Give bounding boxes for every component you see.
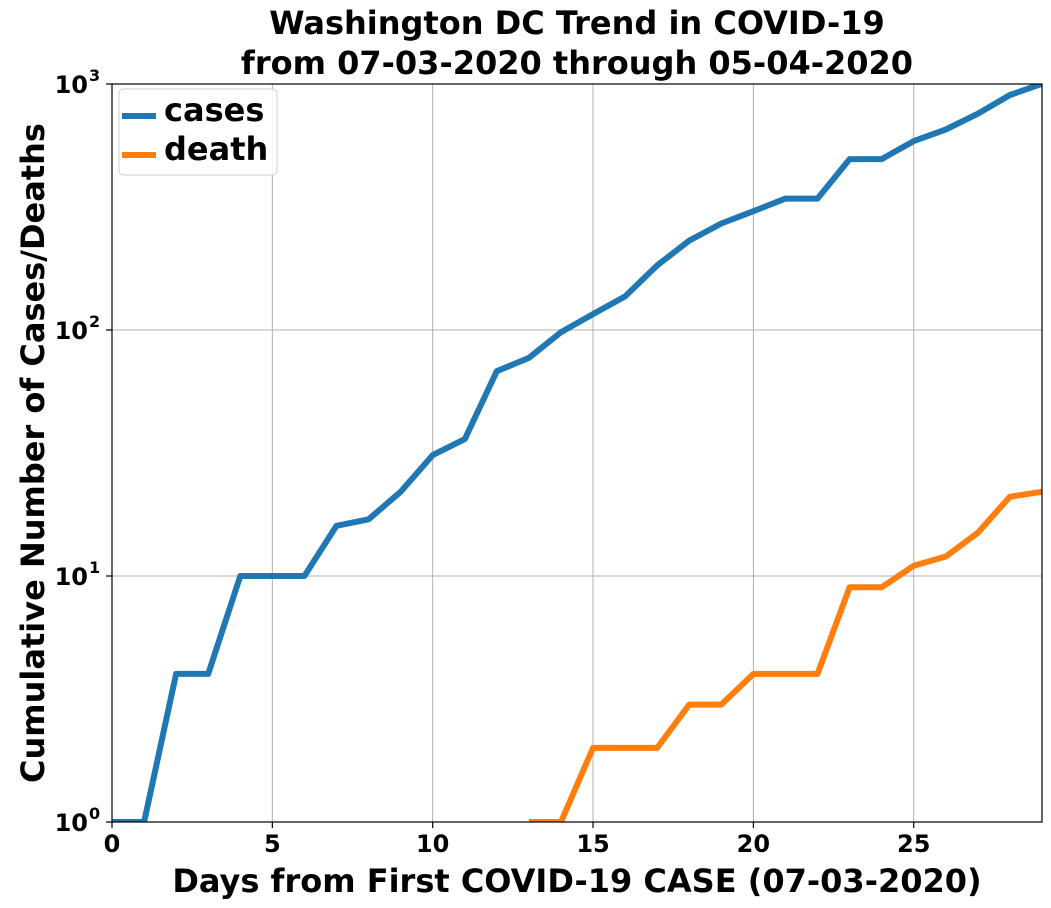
x-tick-label: 5: [264, 830, 281, 858]
series-line-cases: [112, 84, 1042, 822]
y-tick-exponent: 2: [89, 312, 100, 331]
plot-lines: [112, 84, 1042, 822]
x-ticks: 0 5 10 15 20 25: [104, 822, 930, 858]
legend: cases death: [118, 88, 278, 176]
x-tick-label: 20: [737, 830, 770, 858]
x-tick-label: 15: [576, 830, 609, 858]
y-tick-exponent: 0: [89, 804, 100, 823]
y-axis-label: Cumulative Number of Cases/Deaths: [14, 123, 52, 783]
y-tick-label: 10: [55, 563, 88, 591]
grid: [111, 83, 1042, 823]
chart-title-line-2: from 07-03-2020 through 05-04-2020: [241, 44, 913, 82]
x-tick-label: 25: [897, 830, 930, 858]
y-tick-exponent: 3: [89, 66, 100, 85]
x-axis-label: Days from First COVID-19 CASE (07-03-202…: [172, 862, 981, 900]
series-line-death: [528, 488, 1042, 822]
y-tick-label: 10: [55, 71, 88, 99]
y-tick-exponent: 1: [89, 558, 100, 577]
chart-title-line-1: Washington DC Trend in COVID-19: [269, 4, 885, 42]
x-tick-label: 10: [416, 830, 449, 858]
y-tick-label: 10: [55, 809, 88, 837]
legend-label-cases: cases: [164, 91, 264, 129]
legend-label-death: death: [164, 130, 268, 168]
x-tick-label: 0: [104, 830, 121, 858]
y-tick-label: 10: [55, 317, 88, 345]
legend-box: [118, 88, 278, 176]
plot-frame: [111, 83, 1043, 823]
